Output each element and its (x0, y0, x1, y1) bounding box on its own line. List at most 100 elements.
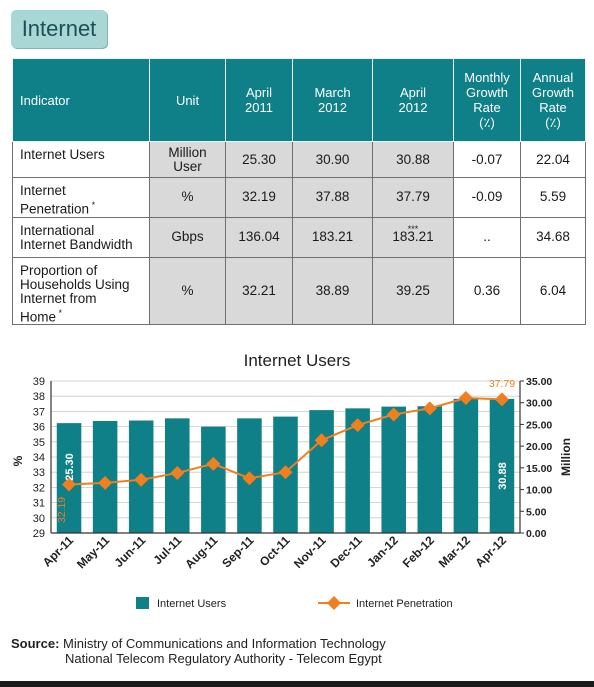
text-line: Penetration (20, 201, 90, 217)
header-apr2012: April 2012 (372, 58, 454, 142)
text-line: April (399, 85, 426, 100)
footnote-marker: *** (407, 224, 419, 234)
y-right-tick-label: 25.00 (526, 419, 552, 431)
last-bar-value-label: 30.88 (497, 462, 509, 490)
text-line: Households Using (20, 276, 130, 292)
indicator-label: Proportion of Households Using Internet fr… (12, 256, 150, 325)
y-left-tick-label: 33 (33, 467, 45, 479)
first-bar-value-label: 25.30 (64, 453, 76, 481)
text-line: Annual (532, 70, 574, 85)
value-mar2012: 38.89 (292, 256, 373, 325)
header-monthly-growth: Monthly Growth Rate (٪) (453, 58, 521, 142)
value-annual: 34.68 (520, 216, 586, 258)
text-line: % (181, 282, 194, 298)
point-internet-penetration (242, 471, 257, 486)
y-left-tick-label: 30 (33, 513, 45, 525)
value-apr2012: 30.88 (372, 141, 454, 178)
x-tick-label: Apr-11 (40, 533, 77, 570)
source-label: Source: (11, 636, 60, 651)
y-left-axis-title: % (11, 455, 25, 466)
x-tick-label: Dec-11 (328, 533, 365, 570)
point-internet-penetration (422, 401, 437, 416)
y-left-tick-label: 34 (33, 452, 45, 464)
header-mar2012: March 2012 (292, 58, 373, 142)
point-internet-penetration (62, 477, 77, 492)
text-line: International (20, 222, 95, 238)
bottom-strip (0, 681, 594, 687)
point-internet-penetration (170, 465, 185, 480)
y-right-axis-title: Million (559, 438, 573, 476)
x-tick-label: Aug-11 (182, 533, 220, 571)
text-line: Growth (532, 85, 574, 100)
text-line: (٪) (479, 115, 495, 130)
text-line: Internet (20, 183, 66, 198)
y-right-tick-label: 20.00 (526, 441, 552, 453)
value-with-footnote: *** 183.21 (392, 224, 434, 244)
legend-swatch-internet-users (136, 597, 149, 609)
text-line: March (314, 85, 351, 100)
text-line: User (173, 158, 202, 174)
y-left-tick-label: 38 (33, 391, 45, 403)
value-mar2012: 183.21 (292, 216, 373, 258)
y-left-tick-label: 39 (33, 376, 45, 388)
table-row: International Internet Bandwidth Gbps 136.0… (12, 216, 586, 258)
table-row: Proportion of Households Using Internet fr… (12, 256, 586, 325)
y-right-tick-label: 0.00 (526, 528, 547, 540)
y-right-tick-label: 30.00 (526, 398, 552, 410)
value-apr2011: 32.19 (225, 177, 293, 218)
x-tick-label: Oct-11 (257, 533, 293, 569)
value-apr2011: 136.04 (225, 216, 293, 258)
x-tick-label: Jun-11 (112, 533, 149, 570)
x-tick-label: Feb-12 (400, 533, 437, 570)
point-internet-penetration (314, 433, 329, 448)
text-line: % (181, 189, 194, 205)
indicator-table: Indicator Unit April 2011 March 2012 April… (12, 58, 586, 325)
x-tick-label: Jul-11 (150, 533, 184, 567)
text-line: 2012 (318, 100, 347, 115)
text-line: Gbps (171, 229, 204, 244)
header-annual-growth: Annual Growth Rate (٪) (520, 58, 586, 142)
value-annual: 22.04 (520, 141, 586, 178)
source-line-2: National Telecom Regulatory Authority - … (65, 651, 382, 666)
legend-label-internet-penetration: Internet Penetration (356, 598, 453, 610)
x-tick-label: Nov-11 (291, 533, 329, 571)
y-right-tick-label: 35.00 (526, 376, 552, 388)
value-monthly: -0.07 (453, 141, 521, 178)
value-monthly: 0.36 (453, 256, 521, 325)
point-internet-penetration (458, 391, 473, 406)
value-mar2012: 30.90 (292, 141, 373, 178)
bar-internet-users (309, 410, 334, 533)
text-line: Home (20, 309, 57, 324)
section-title: Internet (11, 10, 107, 48)
footnote-marker: * (56, 307, 63, 318)
x-tick-label: Jan-12 (364, 533, 401, 570)
unit-cell: Million User (149, 141, 226, 178)
bar-internet-users (381, 406, 406, 533)
y-left-tick-label: 29 (33, 528, 45, 540)
text-line: Proportion of (20, 262, 98, 278)
table-row: Internet Penetration *% 32.19 37.88 37.79 -0.… (12, 177, 586, 218)
last-point-value-label: 37.79 (489, 378, 515, 390)
table-header-row: Indicator Unit April 2011 March 2012 April… (12, 58, 586, 142)
header-indicator: Indicator (12, 58, 150, 142)
point-internet-penetration (278, 465, 293, 480)
legend-label-internet-users: Internet Users (157, 598, 227, 610)
legend-marker-internet-penetration (327, 596, 341, 610)
text-line: 2011 (245, 100, 273, 115)
footnote-marker: * (89, 200, 96, 210)
unit-cell: % (149, 256, 226, 325)
point-internet-penetration (350, 418, 365, 433)
text-line: 2012 (398, 100, 428, 115)
unit-cell: % (149, 177, 226, 218)
source-line-1: Ministry of Communications and Informati… (63, 636, 386, 651)
y-left-tick-label: 37 (33, 406, 45, 418)
text-line: (٪) (545, 115, 561, 130)
value-apr2011: 32.21 (225, 256, 293, 325)
text-line: Monthly (464, 70, 510, 85)
value-apr2012: 37.79 (372, 177, 454, 218)
value-text: 183.21 (392, 229, 434, 244)
text-line: Rate (473, 100, 501, 115)
internet-users-chart: 29 30 31 32 33 34 35 36 37 38 39 0.00 5.00 10.00 15.00… (11, 376, 573, 610)
y-left-tick-label: 35 (33, 437, 45, 449)
header-apr2011: April 2011 (225, 58, 293, 142)
